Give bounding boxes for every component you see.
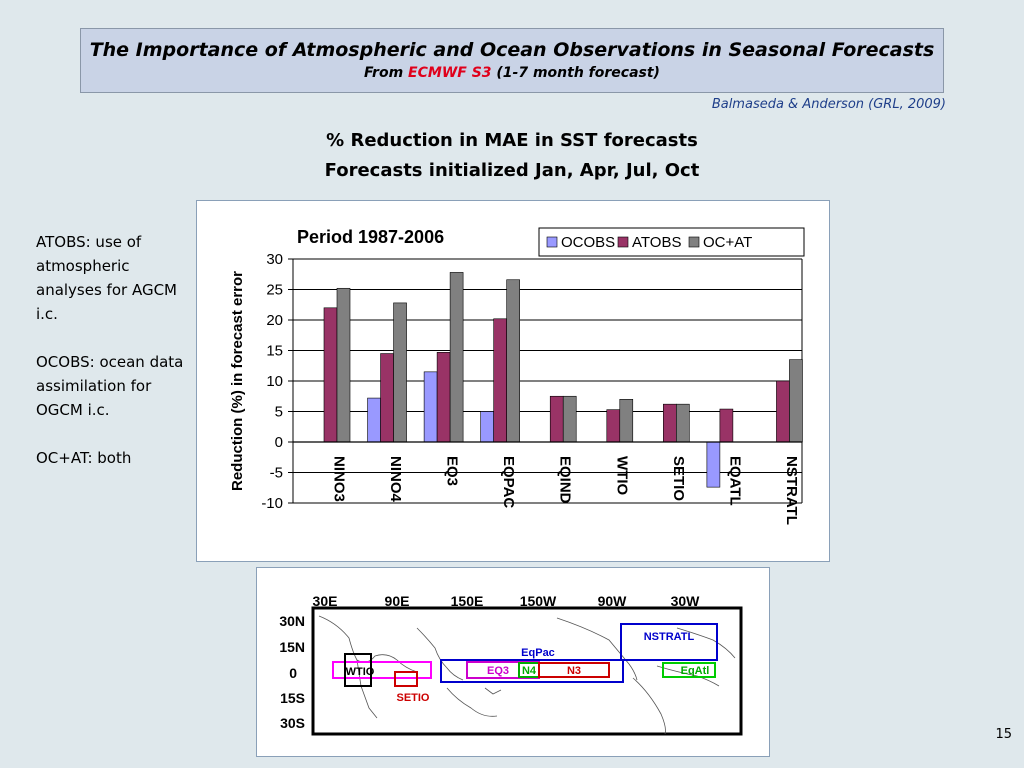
lat-label: 15N — [279, 639, 305, 655]
x-category-label: SETIO — [670, 456, 687, 501]
page-number: 15 — [995, 727, 1012, 742]
x-category-label: EQATL — [726, 456, 743, 506]
map-frame: 30E 90E 150E 150W 90W 30W 30N 15N 0 15S … — [256, 567, 770, 757]
label-wtio: WTIO — [346, 666, 375, 678]
bar-ocat-nstratl — [789, 359, 803, 443]
lon-label: 150E — [451, 593, 484, 609]
bar-ocat-eq3 — [449, 272, 464, 443]
label-nstratl: NSTRATL — [644, 631, 695, 643]
bar-ocobs-eqpac — [480, 411, 494, 443]
x-category-label: WTIO — [613, 456, 630, 495]
region-setio — [394, 671, 418, 687]
x-category-label: NINO4 — [387, 456, 404, 503]
bar-ocat-nino4 — [393, 302, 407, 443]
label-eqatl: EqAtl — [681, 665, 710, 677]
label-setio: SETIO — [396, 692, 429, 704]
bar-ocobs-eq3 — [423, 371, 438, 443]
bar-chart: Period 1987-2006 30 25 20 15 10 5 0 -5 -10 Reducti… — [229, 227, 805, 525]
note-atobs: ATOBS: use of atmospheric analyses for A… — [36, 233, 177, 323]
region-indian-box — [332, 661, 432, 679]
y-tick-label: -5 — [270, 465, 283, 482]
y-tick-label: -10 — [261, 495, 283, 512]
bar-ocobs-eqatl — [706, 441, 721, 488]
y-tick-label: 25 — [266, 282, 283, 299]
bar-atobs-eqpac — [493, 318, 507, 443]
bar-atobs-nino4 — [380, 353, 394, 443]
label-n4: N4 — [522, 665, 537, 677]
subtitle-suffix: (1-7 month forecast) — [491, 65, 660, 81]
legend-swatch — [688, 236, 700, 248]
y-tick-label: 10 — [266, 373, 283, 390]
heading-line-1: % Reduction in MAE in SST forecasts — [326, 130, 698, 151]
y-tick-label: 0 — [275, 434, 283, 451]
region-nstratl — [620, 623, 718, 661]
lat-label: 15S — [280, 690, 305, 706]
bar-atobs-eqind — [549, 395, 564, 443]
x-category-label: NSTRATL — [783, 456, 800, 525]
bar-atobs-eq3 — [436, 352, 451, 443]
heading-line-2: Forecasts initialized Jan, Apr, Jul, Oct — [324, 160, 700, 181]
legend-label: ATOBS — [632, 234, 681, 251]
note-ocat: OC+AT: both — [36, 449, 132, 467]
title-box: The Importance of Atmospheric and Ocean … — [80, 28, 944, 93]
y-axis-label: Reduction (%) in forecast error — [229, 271, 246, 491]
legend-box — [538, 227, 805, 257]
x-category-label: EQ3 — [444, 456, 461, 486]
map-border — [311, 606, 743, 736]
label-n3: N3 — [567, 665, 581, 677]
legend-swatch — [617, 236, 629, 248]
legend-swatch — [546, 236, 558, 248]
label-eq3: EQ3 — [487, 665, 509, 677]
bar-atobs-setio — [663, 403, 677, 443]
bar-atobs-nino3 — [323, 307, 338, 443]
x-category-label: NINO3 — [331, 456, 348, 502]
slide-subtitle: From ECMWF S3 (1-7 month forecast) — [81, 65, 943, 81]
legend-label: OCOBS — [561, 234, 615, 251]
bar-ocat-setio — [676, 403, 690, 443]
lon-label: 30E — [313, 593, 338, 609]
lon-label: 90E — [385, 593, 410, 609]
note-ocobs: OCOBS: ocean data assimilation for OGCM … — [36, 353, 184, 419]
y-tick-label: 15 — [266, 343, 283, 360]
bar-ocat-nino3 — [336, 287, 351, 443]
bar-atobs-nstratl — [776, 380, 790, 443]
bar-atobs-eqatl — [719, 408, 734, 443]
bar-ocobs-nino4 — [367, 397, 381, 443]
bar-atobs-wtio — [606, 409, 621, 443]
lon-label: 30W — [671, 593, 701, 609]
side-notes: ATOBS: use of atmospheric analyses for A… — [36, 230, 186, 494]
lat-label: 30N — [279, 613, 305, 629]
citation: Balmaseda & Anderson (GRL, 2009) — [711, 97, 946, 112]
region-n3 — [538, 662, 610, 678]
legend-label: OC+AT — [703, 234, 752, 251]
chart-frame: Period 1987-2006 30 25 20 15 10 5 0 -5 -10 Reducti… — [196, 200, 830, 562]
region-eqpac — [440, 659, 624, 683]
lat-label: 0 — [289, 665, 297, 681]
x-category-label: EQIND — [557, 456, 574, 504]
label-eqpac: EqPac — [521, 647, 555, 659]
bar-ocat-eqind — [562, 395, 577, 443]
lon-label: 150W — [520, 593, 557, 609]
subtitle-highlight: ECMWF S3 — [408, 65, 492, 81]
y-tick-label: 5 — [275, 404, 283, 421]
y-tick-label: 30 — [266, 251, 283, 268]
slide-title: The Importance of Atmospheric and Ocean … — [89, 39, 935, 61]
region-wtio — [344, 653, 372, 687]
region-eqatl — [662, 662, 716, 678]
lon-label: 90W — [598, 593, 628, 609]
subtitle-prefix: From — [364, 65, 409, 81]
bar-ocat-eqpac — [506, 279, 520, 443]
bar-ocat-wtio — [619, 399, 634, 443]
chart-title: Period 1987-2006 — [297, 227, 444, 247]
y-tick-label: 20 — [266, 312, 283, 329]
region-map: 30E 90E 150E 150W 90W 30W 30N 15N 0 15S … — [279, 593, 743, 736]
lat-label: 30S — [280, 715, 305, 731]
x-category-label: EQPAC — [500, 456, 517, 508]
